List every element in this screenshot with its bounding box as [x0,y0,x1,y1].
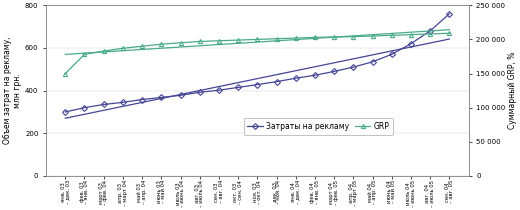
Y-axis label: Суммарный GRP, %: Суммарный GRP, % [508,52,517,129]
Legend: Затраты на рекламу, GRP: Затраты на рекламу, GRP [243,118,393,135]
Y-axis label: Объем затрат на рекламу,
млн грн.: Объем затрат на рекламу, млн грн. [3,37,22,144]
